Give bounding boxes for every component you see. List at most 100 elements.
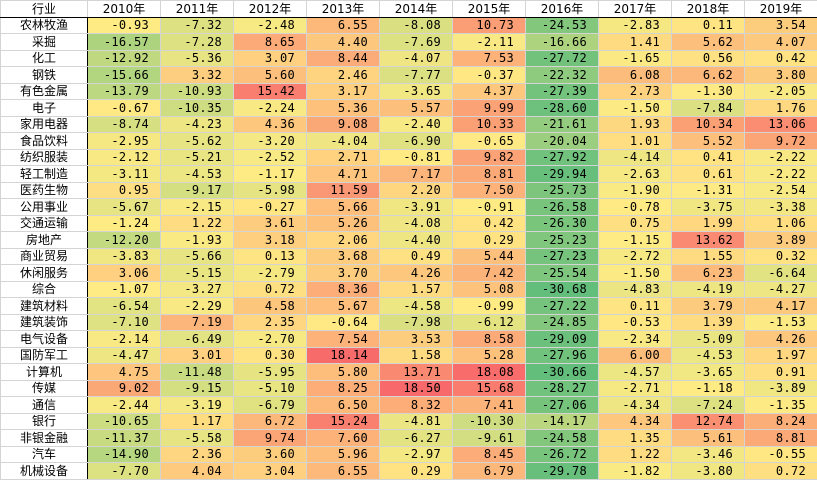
industry-name: 家用电器 <box>1 116 88 133</box>
value-cell: -3.65 <box>380 83 453 100</box>
value-text: -2.05 <box>756 84 806 98</box>
value-text: -29.78 <box>537 464 587 478</box>
value-cell: 13.71 <box>380 364 453 381</box>
value-text: 13.62 <box>683 233 733 247</box>
value-cell: 4.58 <box>234 298 307 315</box>
value-cell: 5.08 <box>453 281 526 298</box>
value-text: 10.33 <box>464 117 514 131</box>
value-cell: -1.31 <box>672 182 745 199</box>
value-text: 3.70 <box>318 266 368 280</box>
value-cell: -3.91 <box>380 199 453 216</box>
value-cell: -2.14 <box>88 331 161 348</box>
value-cell: 5.28 <box>453 347 526 364</box>
value-text: -7.77 <box>391 68 441 82</box>
industry-name: 计算机 <box>1 364 88 381</box>
value-cell: -4.27 <box>745 281 817 298</box>
value-cell: -7.69 <box>380 34 453 51</box>
value-text: -26.72 <box>537 447 587 461</box>
value-cell: 3.68 <box>307 248 380 265</box>
value-text: 1.01 <box>610 134 660 148</box>
value-text: -7.98 <box>391 315 441 329</box>
value-cell: -4.04 <box>307 133 380 150</box>
value-text: 5.44 <box>464 249 514 263</box>
value-cell: -2.83 <box>599 17 672 34</box>
value-text: -9.15 <box>172 381 222 395</box>
industry-name: 有色金属 <box>1 83 88 100</box>
header-year: 2014年 <box>380 1 453 18</box>
value-cell: -5.67 <box>88 199 161 216</box>
value-text: 7.54 <box>318 332 368 346</box>
value-cell: 5.62 <box>672 34 745 51</box>
value-cell: 10.33 <box>453 116 526 133</box>
value-cell: 7.41 <box>453 397 526 414</box>
value-text: 5.28 <box>464 348 514 362</box>
value-text: 8.65 <box>245 35 295 49</box>
value-cell: 11.59 <box>307 182 380 199</box>
industry-name: 化工 <box>1 50 88 67</box>
value-text: -6.49 <box>172 332 222 346</box>
value-text: -21.61 <box>537 117 587 131</box>
value-cell: -14.17 <box>526 413 599 430</box>
value-text: 4.17 <box>756 299 806 313</box>
value-text: -27.72 <box>537 51 587 65</box>
value-cell: -3.19 <box>161 397 234 414</box>
value-cell: 12.74 <box>672 413 745 430</box>
value-text: -2.72 <box>610 249 660 263</box>
value-cell: -5.98 <box>234 182 307 199</box>
value-text: 5.26 <box>318 216 368 230</box>
value-text: -25.73 <box>537 183 587 197</box>
value-cell: -13.79 <box>88 83 161 100</box>
value-cell: 4.07 <box>745 34 817 51</box>
value-cell: -4.08 <box>380 215 453 232</box>
value-text: 8.44 <box>318 51 368 65</box>
value-cell: 5.26 <box>307 215 380 232</box>
value-cell: 0.91 <box>745 364 817 381</box>
value-text: -15.66 <box>99 68 149 82</box>
value-text: -16.57 <box>99 35 149 49</box>
value-cell: 0.95 <box>88 182 161 199</box>
value-text: 6.55 <box>318 464 368 478</box>
value-cell: -1.35 <box>745 397 817 414</box>
value-text: -4.53 <box>172 167 222 181</box>
value-text: -25.54 <box>537 266 587 280</box>
value-text: 15.24 <box>318 414 368 428</box>
value-cell: -3.65 <box>672 364 745 381</box>
value-text: -8.08 <box>391 18 441 32</box>
value-text: 3.18 <box>245 233 295 247</box>
value-text: 4.37 <box>464 84 514 98</box>
value-cell: 7.53 <box>453 50 526 67</box>
value-cell: -4.81 <box>380 413 453 430</box>
industry-name: 食品饮料 <box>1 133 88 150</box>
value-cell: -0.64 <box>307 314 380 331</box>
value-cell: 7.42 <box>453 265 526 282</box>
value-text: 6.08 <box>610 68 660 82</box>
value-text: -5.36 <box>172 51 222 65</box>
value-cell: 5.80 <box>307 364 380 381</box>
value-text: -2.29 <box>172 299 222 313</box>
value-text: 11.59 <box>318 183 368 197</box>
value-text: -4.19 <box>683 282 733 296</box>
value-text: -29.09 <box>537 332 587 346</box>
value-text: -4.83 <box>610 282 660 296</box>
value-text: -1.65 <box>610 51 660 65</box>
value-cell: 8.32 <box>380 397 453 414</box>
value-text: -11.37 <box>99 431 149 445</box>
value-text: -7.28 <box>172 35 222 49</box>
value-text: 7.50 <box>464 183 514 197</box>
value-text: -24.85 <box>537 315 587 329</box>
value-cell: 2.46 <box>307 67 380 84</box>
value-cell: -26.72 <box>526 446 599 463</box>
value-text: 12.74 <box>683 414 733 428</box>
value-text: 5.67 <box>318 299 368 313</box>
value-text: -12.92 <box>99 51 149 65</box>
value-cell: -3.11 <box>88 166 161 183</box>
header-year: 2011年 <box>161 1 234 18</box>
value-cell: -11.37 <box>88 430 161 447</box>
value-cell: -3.38 <box>745 199 817 216</box>
value-cell: -5.21 <box>161 149 234 166</box>
value-cell: -5.36 <box>161 50 234 67</box>
